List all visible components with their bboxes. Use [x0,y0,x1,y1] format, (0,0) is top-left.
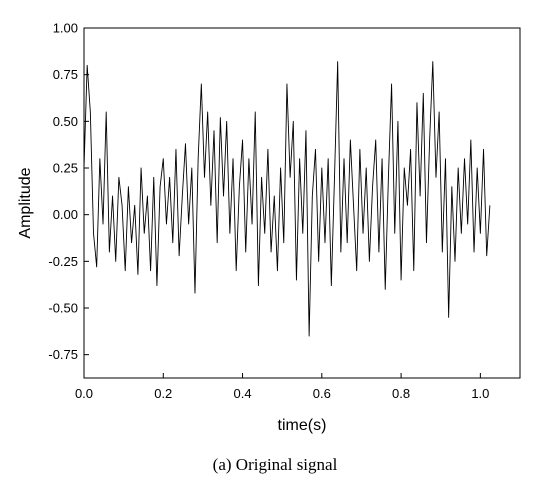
y-tick-label: 0.25 [53,161,78,176]
y-axis-label: Amplitude [17,167,34,238]
x-tick-label: 1.0 [471,386,489,401]
caption: (a) Original signal [213,455,338,474]
y-tick-label: -0.75 [48,347,78,362]
x-tick-label: 0.6 [313,386,331,401]
x-tick-label: 0.2 [154,386,172,401]
signal-line [83,61,491,337]
x-axis-label: time(s) [278,417,327,434]
y-tick-label: 0.00 [53,207,78,222]
y-tick-label: -0.50 [48,301,78,316]
y-tick-label: -0.25 [48,254,78,269]
y-tick-label: 0.75 [53,67,78,82]
x-tick-label: 0.8 [392,386,410,401]
y-tick-label: 0.50 [53,114,78,129]
plot-frame [83,27,521,379]
x-tick-label: 0.4 [234,386,252,401]
y-tick-label: 1.00 [53,21,78,36]
x-tick-label: 0.0 [75,386,93,401]
